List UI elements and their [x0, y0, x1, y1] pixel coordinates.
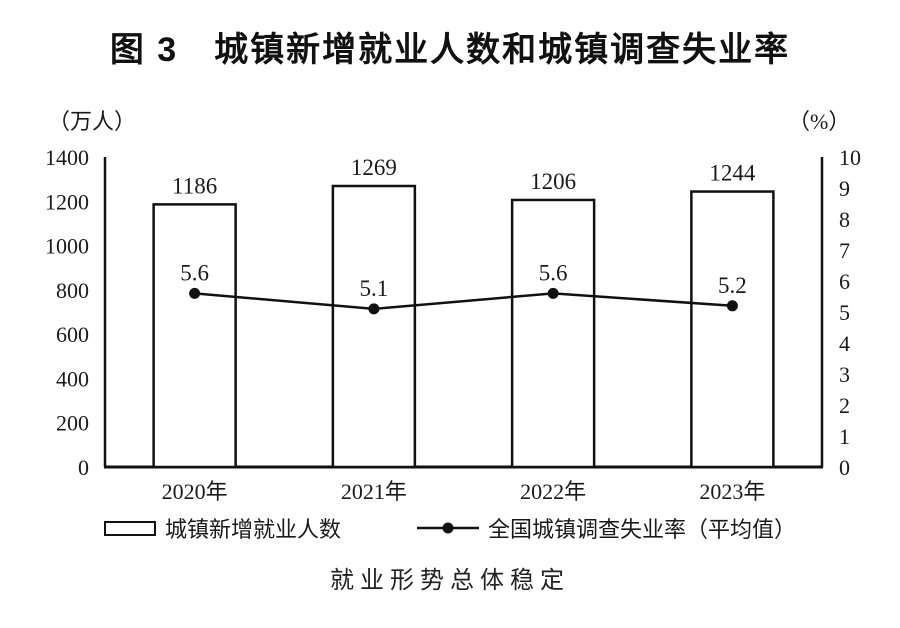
line-marker	[726, 300, 738, 312]
legend-item-bar-series: 城镇新增就业人数	[103, 512, 341, 544]
left-axis-tick-label: 200	[56, 411, 89, 436]
bar-2022年	[510, 198, 596, 469]
left-axis-tick-label: 800	[56, 278, 89, 303]
left-axis-tick-label: 1000	[45, 234, 89, 259]
legend-label-bar-series: 城镇新增就业人数	[164, 517, 341, 542]
line-value-label: 5.6	[180, 260, 209, 285]
right-axis-tick-label: 2	[839, 393, 850, 418]
chart-title: 图 3 城镇新增就业人数和城镇调查失业率	[109, 31, 791, 69]
bar-swatch-icon	[103, 520, 156, 536]
figure-caption: 就业形势总体稳定	[330, 568, 570, 594]
bar-value-label: 1206	[530, 169, 576, 194]
right-axis-tick-label: 0	[839, 455, 850, 480]
right-axis-tick-label: 4	[839, 331, 850, 356]
right-axis-tick-label: 9	[839, 176, 850, 201]
left-axis-tick-label: 0	[78, 455, 89, 480]
line-marker	[547, 287, 559, 299]
line-value-label: 5.1	[360, 276, 389, 301]
unemployment-rate-line	[194, 292, 733, 311]
left-axis-tick-label: 1400	[45, 145, 89, 170]
legend-item-line-series: 全国城镇调查失业率（平均值）	[417, 512, 796, 544]
left-axis-tick-label: 400	[56, 366, 89, 391]
line-marker	[368, 303, 380, 315]
right-axis-tick-label: 5	[839, 300, 850, 325]
right-axis-tick-label: 6	[839, 269, 850, 294]
right-axis-tick-label: 1	[839, 424, 850, 449]
bar-2020年	[152, 203, 237, 469]
chart-legend: 城镇新增就业人数 全国城镇调查失业率（平均值）	[0, 512, 900, 544]
left-axis-unit-label: （万人）	[48, 109, 137, 134]
bar-value-label: 1244	[709, 161, 756, 186]
x-axis-category-label: 2021年	[341, 479, 407, 504]
x-axis-category-label: 2022年	[520, 479, 586, 504]
line-value-label: 5.2	[718, 273, 747, 298]
bar-value-label: 1186	[172, 173, 217, 198]
right-axis-tick-label: 3	[839, 362, 850, 387]
bar-2021年	[331, 184, 417, 469]
line-marker	[189, 287, 201, 299]
line-value-label: 5.6	[539, 260, 568, 285]
right-axis-tick-label: 8	[839, 207, 850, 232]
right-axis-unit-label: （%）	[788, 109, 851, 134]
bar-2023年	[690, 190, 775, 469]
right-axis-tick-label: 10	[839, 145, 861, 170]
legend-label-line-series: 全国城镇调查失业率（平均值）	[488, 517, 797, 542]
x-axis-category-label: 2020年	[162, 479, 228, 504]
x-axis-category-label: 2023年	[699, 479, 765, 504]
left-axis-tick-label: 1200	[45, 189, 89, 214]
line-swatch-icon	[417, 522, 479, 534]
left-axis-tick-label: 600	[56, 322, 89, 347]
right-axis-tick-label: 7	[839, 238, 850, 263]
bar-value-label: 1269	[351, 155, 397, 180]
